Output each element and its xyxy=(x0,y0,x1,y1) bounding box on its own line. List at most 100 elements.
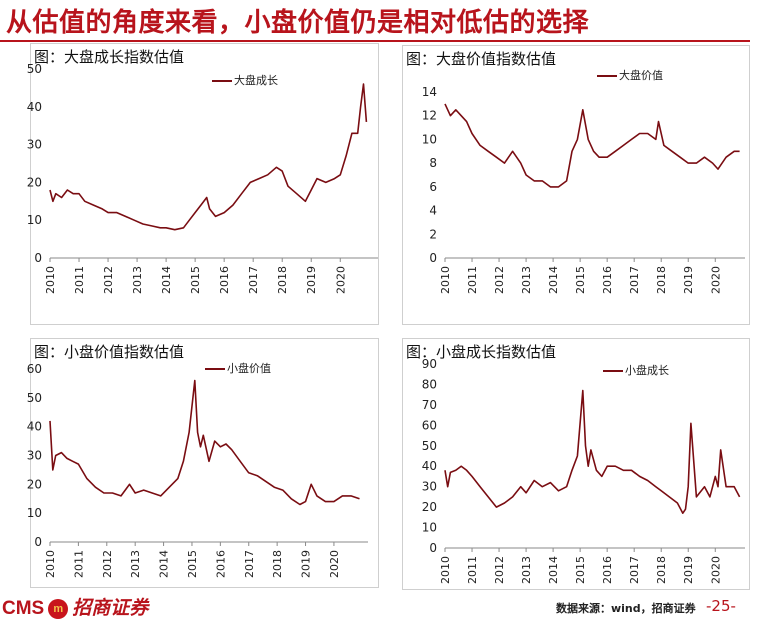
x-tick-label: 2015 xyxy=(574,556,587,584)
x-tick-label: 2012 xyxy=(493,556,506,584)
brand-logo: CMS m 招商证券 xyxy=(2,593,148,620)
chart-legend: 小盘成长 xyxy=(603,362,669,378)
x-tick-label: 2014 xyxy=(158,550,171,578)
y-tick-label: 10 xyxy=(422,132,437,146)
y-tick-label: 20 xyxy=(27,175,42,189)
x-tick-label: 2010 xyxy=(439,266,452,294)
page-number: -25- xyxy=(706,597,736,615)
x-tick-label: 2011 xyxy=(73,266,86,294)
y-tick-label: 60 xyxy=(422,418,437,432)
legend-swatch xyxy=(212,80,232,82)
x-tick-label: 2019 xyxy=(682,556,695,584)
x-tick-label: 2012 xyxy=(102,266,115,294)
brand-badge-icon: m xyxy=(48,598,69,619)
x-tick-label: 2018 xyxy=(655,556,668,584)
legend-label: 大盘价值 xyxy=(619,69,663,82)
x-tick-label: 2013 xyxy=(129,550,142,578)
legend-label: 小盘价值 xyxy=(227,362,271,375)
x-tick-label: 2012 xyxy=(101,550,114,578)
y-tick-label: 14 xyxy=(422,85,437,99)
y-tick-label: 10 xyxy=(422,521,437,535)
x-tick-label: 2010 xyxy=(44,550,57,578)
chart-title: 图：小盘成长指数估值 xyxy=(406,343,557,361)
x-tick-label: 2018 xyxy=(276,266,289,294)
y-tick-label: 80 xyxy=(422,377,437,391)
legend-swatch xyxy=(205,368,225,370)
brand-name-cn: 招商证券 xyxy=(72,598,149,619)
y-tick-label: 0 xyxy=(34,535,42,549)
y-tick-label: 2 xyxy=(429,227,437,241)
y-tick-label: 4 xyxy=(429,204,437,218)
x-tick-label: 2018 xyxy=(271,550,284,578)
x-tick-label: 2013 xyxy=(131,266,144,294)
y-tick-label: 90 xyxy=(422,357,437,371)
series-line xyxy=(49,83,368,231)
x-tick-label: 2015 xyxy=(189,266,202,294)
chart-svg: 0 10 20 30 40 50 60 2010 2011 2012 2013 2014 2015 201… xyxy=(27,338,379,588)
x-tick-label: 2020 xyxy=(334,266,347,294)
y-tick-label: 0 xyxy=(429,541,437,555)
legend-swatch xyxy=(603,370,623,372)
x-tick-label: 2017 xyxy=(247,266,260,294)
y-tick-label: 20 xyxy=(422,500,437,514)
chart-panel-small-value: 0 10 20 30 40 50 60 2010 2011 2012 2013 2014 2015 201… xyxy=(27,338,379,588)
title-divider xyxy=(0,40,750,42)
x-tick-label: 2014 xyxy=(160,266,173,294)
series-line xyxy=(49,379,360,506)
x-tick-label: 2020 xyxy=(328,550,341,578)
y-tick-label: 12 xyxy=(422,109,437,123)
chart-legend: 大盘价值 xyxy=(597,67,663,83)
x-tick-label: 2010 xyxy=(44,266,57,294)
source-note: 数据来源：wind，招商证券 xyxy=(556,602,696,615)
chart-frame xyxy=(30,43,379,325)
y-tick-label: 50 xyxy=(422,439,437,453)
y-tick-label: 10 xyxy=(27,506,42,520)
brand-text: CMS xyxy=(2,598,45,619)
y-tick-label: 20 xyxy=(27,477,42,491)
x-tick-label: 2012 xyxy=(493,266,506,294)
chart-svg: 0 10 20 30 40 50 60 70 80 90 2010 2011 2012 2013 2014 2… xyxy=(402,338,750,590)
y-tick-label: 40 xyxy=(27,100,42,114)
y-tick-label: 30 xyxy=(422,480,437,494)
y-tick-label: 6 xyxy=(429,180,437,194)
x-tick-label: 2019 xyxy=(300,550,313,578)
x-tick-label: 2019 xyxy=(682,266,695,294)
x-tick-label: 2015 xyxy=(186,550,199,578)
x-tick-label: 2014 xyxy=(547,266,560,294)
x-tick-label: 2020 xyxy=(709,556,722,584)
chart-title: 图：大盘成长指数估值 xyxy=(34,48,185,66)
chart-svg: 0 10 20 30 40 50 2010 2011 2012 2013 2014 2015 2016 2… xyxy=(27,43,379,325)
legend-label: 大盘成长 xyxy=(234,74,278,87)
x-tick-label: 2011 xyxy=(72,550,85,578)
x-tick-label: 2013 xyxy=(520,266,533,294)
legend-swatch xyxy=(597,75,617,77)
x-tick-label: 2017 xyxy=(628,266,641,294)
y-tick-label: 8 xyxy=(429,156,437,170)
chart-frame xyxy=(30,338,379,588)
y-tick-label: 40 xyxy=(27,420,42,434)
y-tick-label: 70 xyxy=(422,398,437,412)
x-tick-label: 2017 xyxy=(628,556,641,584)
x-tick-label: 2020 xyxy=(709,266,722,294)
chart-panel-small-growth: 0 10 20 30 40 50 60 70 80 90 2010 2011 2012 2013 2014 2… xyxy=(402,338,750,590)
x-tick-label: 2019 xyxy=(305,266,318,294)
x-tick-label: 2013 xyxy=(520,556,533,584)
chart-legend: 小盘价值 xyxy=(205,360,271,376)
x-tick-label: 2017 xyxy=(243,550,256,578)
legend-label: 小盘成长 xyxy=(625,364,669,377)
page-title: 从估值的角度来看，小盘价值仍是相对低估的选择 xyxy=(6,8,590,38)
x-tick-label: 2016 xyxy=(214,550,227,578)
y-tick-label: 50 xyxy=(27,62,42,76)
chart-panel-large-growth: 0 10 20 30 40 50 2010 2011 2012 2013 2014 2015 2016 2… xyxy=(27,43,379,325)
chart-legend: 大盘成长 xyxy=(212,72,278,88)
y-tick-label: 40 xyxy=(422,459,437,473)
y-tick-label: 10 xyxy=(27,213,42,227)
series-line xyxy=(444,103,740,188)
y-tick-label: 0 xyxy=(429,251,437,265)
series-line xyxy=(444,389,741,514)
y-tick-label: 30 xyxy=(27,449,42,463)
chart-title: 图：大盘价值指数估值 xyxy=(406,50,557,68)
x-tick-label: 2011 xyxy=(466,556,479,584)
chart-svg: 0 2 4 6 8 10 12 14 2010 2011 2012 2013 2014 2015 2016 2… xyxy=(402,45,750,325)
chart-frame xyxy=(402,45,750,325)
